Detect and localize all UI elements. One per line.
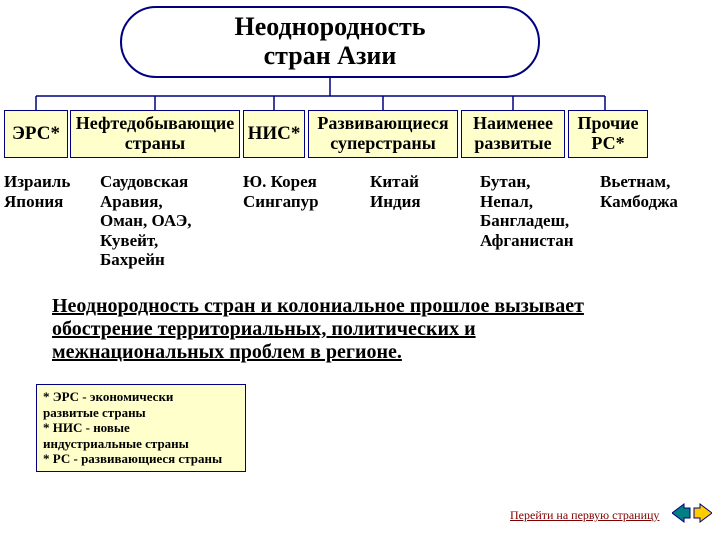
- nav-arrows: [672, 502, 712, 529]
- next-arrow-icon[interactable]: [694, 504, 712, 522]
- category-label: Наименееразвитые: [473, 114, 553, 154]
- category-examples: СаудовскаяАравия,Оман, ОАЭ,Кувейт,Бахрей…: [100, 172, 220, 270]
- category-box: ПрочиеРС*: [568, 110, 648, 158]
- summary-text: Неоднородность стран и колониальное прош…: [52, 295, 584, 364]
- diagram-title-text: Неоднородностьстран Азии: [234, 13, 425, 70]
- category-examples: Вьетнам,Камбоджа: [600, 172, 710, 211]
- category-box: Наименееразвитые: [461, 110, 565, 158]
- category-examples: Бутан,Непал,Бангладеш,Афганистан: [480, 172, 590, 250]
- footnote-box: * ЭРС - экономическиразвитые страны* НИС…: [36, 384, 246, 472]
- category-examples: ИзраильЯпония: [4, 172, 74, 211]
- category-box: Нефтедобывающиестраны: [70, 110, 240, 158]
- category-box: ЭРС*: [4, 110, 68, 158]
- first-page-link[interactable]: Перейти на первую страницу: [510, 508, 659, 523]
- category-label: Нефтедобывающиестраны: [76, 114, 234, 154]
- category-label: НИС*: [248, 124, 301, 145]
- category-label: ПрочиеРС*: [577, 114, 638, 154]
- prev-arrow-icon[interactable]: [672, 504, 690, 522]
- category-box: НИС*: [243, 110, 305, 158]
- category-label: ЭРС*: [12, 124, 60, 145]
- category-examples: Ю. КореяСингапур: [243, 172, 333, 211]
- category-label: Развивающиесясуперстраны: [317, 114, 448, 154]
- category-examples: КитайИндия: [370, 172, 440, 211]
- category-box: Развивающиесясуперстраны: [308, 110, 458, 158]
- diagram-title: Неоднородностьстран Азии: [120, 6, 540, 78]
- footnote-text: * ЭРС - экономическиразвитые страны* НИС…: [43, 389, 222, 466]
